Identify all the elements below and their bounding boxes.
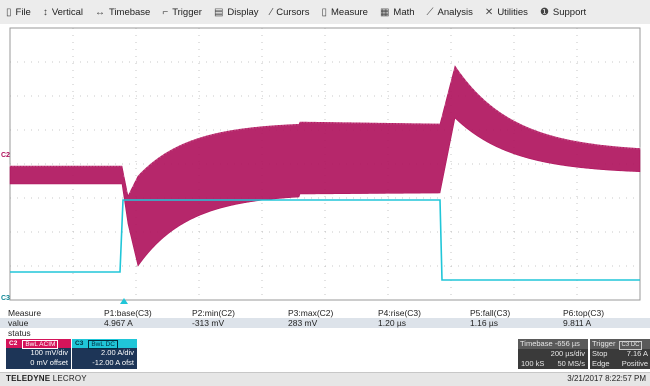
timebase-header: Timebase -656 µs	[518, 339, 588, 349]
horizontal-arrows-icon: ↔	[94, 6, 105, 18]
value-row-label: value	[8, 318, 29, 328]
menu-display[interactable]: ▤ Display	[208, 0, 265, 24]
menu-cursors[interactable]: ⁄ Cursors	[265, 0, 316, 24]
menu-timebase[interactable]: ↔ Timebase	[89, 0, 156, 24]
c2-level-marker: C2	[1, 152, 10, 159]
menu-file[interactable]: ▯ File	[0, 0, 37, 24]
measure-param-value: 4.967 A	[104, 318, 133, 328]
trigger-mode: Stop	[592, 349, 608, 358]
math-icon: ▦	[379, 6, 390, 18]
trigger-level: 7.16 A	[626, 349, 648, 358]
trigger-icon: ⌐	[162, 6, 169, 18]
channel-descriptor-bar: Timebase -656 µs 200 µs/div 100 kS 50 MS…	[0, 339, 650, 371]
channel-descriptor-c3[interactable]: C3 BwL DC 2.00 A/div -12.00 A ofst	[72, 339, 137, 369]
trigger-type: Edge	[592, 359, 610, 368]
measure-value-row: value 4.967 A -313 mV 283 mV 1.20 µs 1.16 µs…	[0, 318, 650, 328]
measure-param-value: -313 mV	[192, 318, 225, 328]
measure-status-row: status	[0, 328, 650, 338]
measure-param-name[interactable]: P1:base(C3)	[104, 308, 152, 318]
trigger-descriptor[interactable]: Trigger C3 DC Stop 7.16 A Edge Positive	[590, 339, 650, 369]
menu-label: Vertical	[51, 6, 83, 18]
menu-analysis[interactable]: ⟋ Analysis	[421, 0, 479, 24]
timebase-per-div: 200 µs/div	[550, 349, 585, 358]
menu-label: Analysis	[437, 6, 473, 18]
menu-support[interactable]: ❶ Support	[534, 0, 592, 24]
menu-vertical[interactable]: ↕ Vertical	[37, 0, 89, 24]
channel-vdiv: 100 mV/div	[30, 348, 68, 357]
c3-trace	[10, 199, 640, 281]
c2-trace-envelope	[9, 65, 641, 267]
measure-param-value: 1.20 µs	[378, 318, 407, 328]
measure-table: Measure P1:base(C3) P2:min(C2) P3:max(C2) P…	[0, 306, 650, 338]
menu-bar: ▯ File ↕ Vertical ↔ Timebase ⌐ Trigger ▤ Display ⁄…	[0, 0, 650, 25]
channel-tag: C3	[75, 340, 84, 347]
brand-name-light: LECROY	[50, 374, 87, 383]
channel-coupling: BwL DC	[88, 339, 118, 349]
measure-icon: ▯	[321, 6, 327, 18]
footer-bar: TELEDYNE LECROY 3/21/2017 8:22:57 PM	[0, 372, 650, 386]
measure-param-name[interactable]: P4:rise(C3)	[378, 308, 421, 318]
measure-param-value: 9.811 A	[563, 318, 592, 328]
trigger-position-marker	[120, 298, 128, 304]
measure-header-row: Measure P1:base(C3) P2:min(C2) P3:max(C2) P…	[0, 308, 650, 318]
channel-coupling: BwL ACIM	[22, 339, 59, 349]
timebase-samples: 100 kS	[521, 359, 545, 368]
measure-param-value: 283 mV	[288, 318, 318, 328]
measure-param-name[interactable]: P6:top(C3)	[563, 308, 605, 318]
menu-label: Support	[552, 6, 587, 18]
date-time: 3/21/2017 8:22:57 PM	[567, 374, 646, 383]
trigger-header: Trigger	[592, 339, 616, 348]
measure-row-label: Measure	[8, 308, 42, 318]
channel-tag: C2	[9, 340, 18, 347]
menu-trigger[interactable]: ⌐ Trigger	[156, 0, 208, 24]
brand-name-bold: TELEDYNE	[6, 374, 51, 383]
timebase-rate: 50 MS/s	[557, 359, 585, 368]
channel-descriptor-c2[interactable]: C2 BwL ACIM 100 mV/div 0 mV offset	[6, 339, 71, 369]
menu-label: File	[15, 6, 31, 18]
waveform-grid[interactable]: C2 C3	[0, 24, 650, 304]
channel-offset: -12.00 A ofst	[92, 358, 134, 367]
menu-utilities[interactable]: ✕ Utilities	[479, 0, 534, 24]
menu-label: Trigger	[172, 6, 202, 18]
timebase-descriptor[interactable]: Timebase -656 µs 200 µs/div 100 kS 50 MS…	[518, 339, 588, 369]
trigger-slope: Positive	[621, 359, 648, 368]
display-icon: ▤	[213, 6, 224, 18]
channel-vdiv: 2.00 A/div	[101, 348, 134, 357]
measure-param-name[interactable]: P3:max(C2)	[288, 308, 334, 318]
vertical-arrows-icon: ↕	[42, 6, 48, 18]
file-icon: ▯	[6, 6, 12, 18]
utilities-icon: ✕	[484, 6, 494, 18]
c3-level-marker: C3	[1, 295, 10, 302]
measure-param-name[interactable]: P5:fall(C3)	[470, 308, 511, 318]
support-icon: ❶	[539, 6, 549, 18]
brand-logo: TELEDYNE LECROY	[6, 374, 87, 383]
waveform-display[interactable]: C2 C3	[0, 24, 650, 304]
analysis-icon: ⟋	[426, 6, 434, 18]
menu-label: Cursors	[276, 6, 310, 18]
menu-math[interactable]: ▦ Math	[374, 0, 421, 24]
menu-label: Measure	[331, 6, 368, 18]
trigger-source-badge: C3 DC	[619, 341, 642, 350]
menu-label: Display	[227, 6, 259, 18]
measure-param-name[interactable]: P2:min(C2)	[192, 308, 235, 318]
channel-offset: 0 mV offset	[30, 358, 68, 367]
status-row-label: status	[8, 328, 31, 338]
menu-measure[interactable]: ▯ Measure	[315, 0, 373, 24]
cursor-icon: ⁄	[270, 6, 273, 18]
menu-label: Math	[393, 6, 415, 18]
measure-param-value: 1.16 µs	[470, 318, 499, 328]
menu-label: Utilities	[497, 6, 528, 18]
menu-label: Timebase	[108, 6, 151, 18]
